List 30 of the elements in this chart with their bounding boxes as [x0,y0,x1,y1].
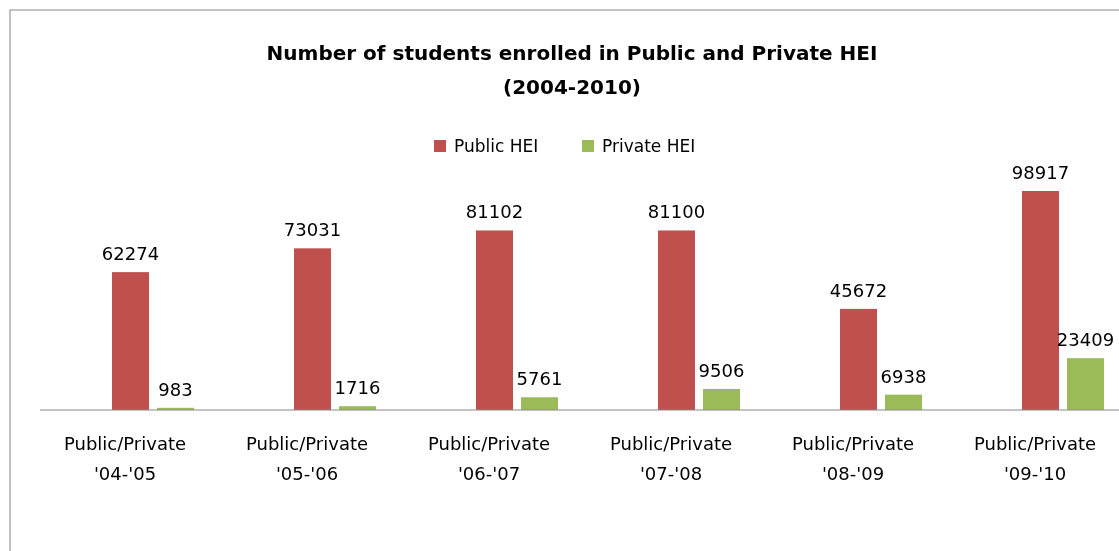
data-label: 1716 [334,377,381,399]
x-tick-label: Public/Private '09-'10 [973,433,1097,484]
data-label: 6938 [880,365,927,387]
bar [521,397,558,410]
bar [1067,358,1104,410]
bar [885,394,922,410]
bar [840,308,877,410]
x-tick-label: Public/Private '06-'07 [427,433,551,484]
legend-label: Public HEI [454,136,539,156]
x-tick-label: Public/Private '08-'09 [791,433,915,484]
bar [476,230,513,410]
data-label: 81100 [647,201,706,223]
x-tick-label: Public/Private '05-'06 [245,433,369,484]
x-tick-label: Public/Private '07-'08 [609,433,733,484]
bar [1022,191,1059,410]
data-label: 81102 [465,201,524,223]
data-label: 5761 [516,368,563,390]
bar [294,248,331,410]
data-label: 73031 [283,219,342,241]
x-tick-label: Public/Private '04-'05 [63,433,187,484]
data-label: 98917 [1011,162,1070,183]
bar [658,230,695,410]
legend-label: Private HEI [602,136,696,156]
data-label: 45672 [829,279,888,301]
chart-title: Number of students enrolled in Public and Private HEI (2004-2010) [266,41,878,99]
bar [112,272,149,410]
data-label: 62274 [101,243,160,265]
data-label: 983 [158,378,193,400]
data-label: 9506 [698,359,745,381]
bar [703,388,740,410]
